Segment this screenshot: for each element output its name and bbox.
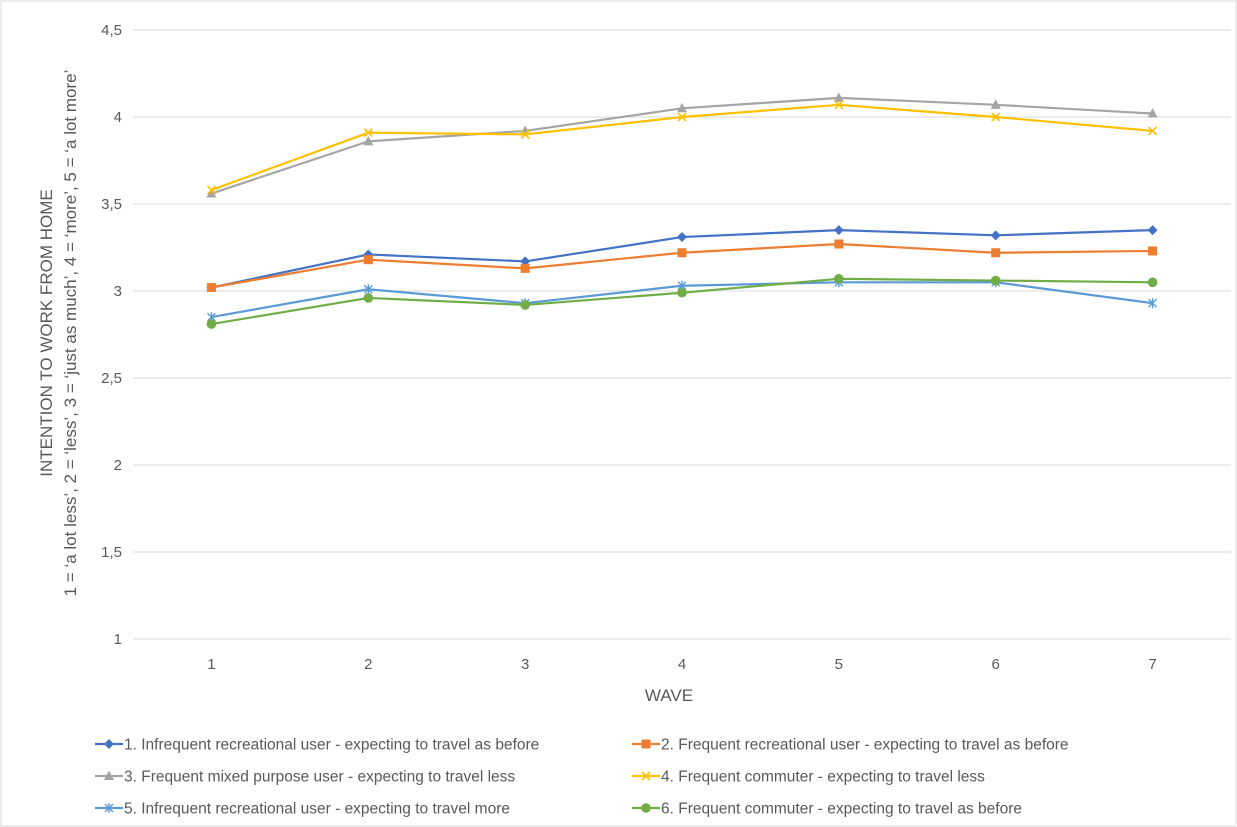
x-tick-label: 1 [207,656,215,673]
series-2 [206,239,1158,293]
legend: 1. Infrequent recreational user - expect… [95,737,1069,818]
data-point [834,100,844,110]
y-axis-title-line-2: INTENTION TO WORK FROM HOME [37,189,56,476]
x-tick-label: 3 [521,656,529,673]
y-tick-label: 2 [114,457,122,474]
legend-marker [104,739,114,749]
data-point [834,274,844,284]
legend-item: 6. Frequent commuter - expecting to trav… [632,801,1022,818]
data-point [991,248,1001,258]
x-tick-label: 7 [1148,656,1156,673]
legend-label: 1. Infrequent recreational user - expect… [124,737,539,754]
legend-marker [641,771,651,781]
legend-label: 2. Frequent recreational user - expectin… [661,737,1069,754]
legend-marker [104,803,114,813]
legend-label: 5. Infrequent recreational user - expect… [124,801,510,818]
legend-marker [104,770,114,780]
data-point [677,248,687,258]
series-lines [206,92,1158,329]
series-4 [206,100,1158,195]
data-point [1147,277,1158,288]
y-tick-label: 2,5 [101,370,122,387]
x-axis-title: WAVE [645,686,693,705]
data-point [833,92,844,102]
data-point [206,283,216,293]
legend-item: 4. Frequent commuter - expecting to trav… [632,769,985,786]
data-point [991,112,1001,122]
data-point [363,128,373,138]
data-point [206,185,216,195]
data-point [990,99,1001,109]
y-tick-label: 1 [114,631,122,648]
data-point [677,112,687,122]
data-point [206,319,217,329]
legend-item: 5. Infrequent recreational user - expect… [95,801,510,818]
data-point [1148,246,1158,256]
data-point [520,263,530,273]
data-point [990,230,1001,241]
data-point [1147,225,1158,236]
data-point [677,102,687,113]
legend-marker [641,803,651,813]
data-point [990,275,1001,286]
data-point [677,232,687,243]
data-point [363,135,374,146]
data-point [520,300,530,310]
y-tick-label: 4,5 [101,22,122,39]
x-tick-label: 2 [364,656,372,673]
series-6 [206,274,1158,329]
data-point [834,239,844,249]
y-axis-title: 1 = ‘a lot less’, 2 = ‘less’, 3 = ‘just … [37,70,80,597]
legend-item: 2. Frequent recreational user - expectin… [632,737,1069,754]
data-point [363,293,374,303]
data-point [1148,126,1158,136]
y-tick-label: 3 [114,283,122,300]
y-axis-title-line-1: 1 = ‘a lot less’, 2 = ‘less’, 3 = ‘just … [61,70,80,597]
legend-item: 3. Frequent mixed purpose user - expecti… [95,769,515,786]
data-point [677,287,687,298]
x-tick-label: 6 [992,656,1000,673]
y-tick-label: 3,5 [101,196,122,213]
x-axis-ticks: 1 2 3 4 5 6 7 [207,656,1156,673]
data-point [206,188,217,198]
x-tick-label: 5 [835,656,843,673]
y-axis-ticks: 1 1,5 2 2,5 3 3,5 4 4,5 [101,22,122,648]
data-point [363,284,373,295]
legend-label: 4. Frequent commuter - expecting to trav… [661,769,985,786]
legend-label: 6. Frequent commuter - expecting to trav… [661,801,1022,818]
data-point [1147,108,1158,118]
data-point [1148,298,1158,309]
legend-label: 3. Frequent mixed purpose user - expecti… [124,769,515,786]
data-point [833,225,844,236]
data-point [363,255,373,265]
y-tick-label: 1,5 [101,544,122,561]
y-tick-label: 4 [114,109,122,126]
legend-item: 1. Infrequent recreational user - expect… [95,737,539,754]
data-point [520,129,530,139]
legend-marker [641,739,651,749]
series-3 [206,92,1158,198]
x-tick-label: 4 [678,656,686,673]
